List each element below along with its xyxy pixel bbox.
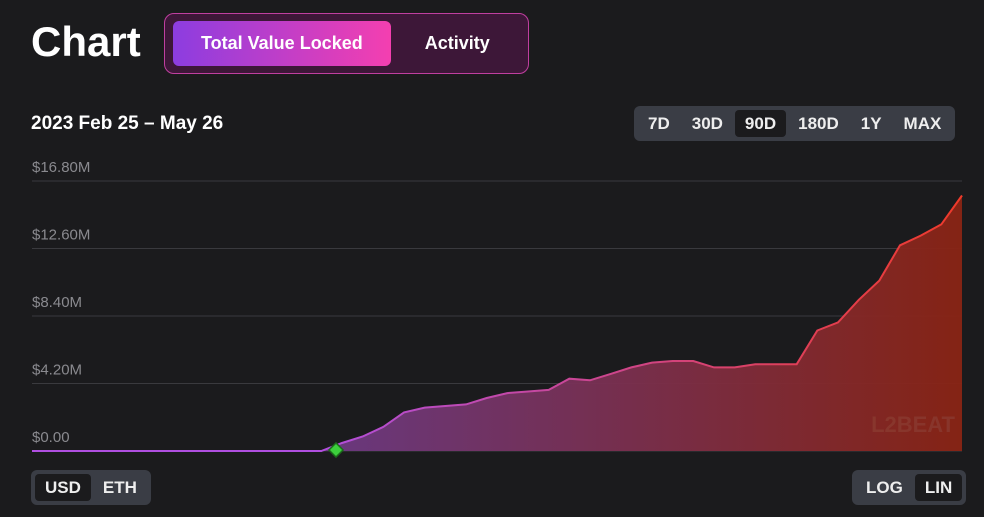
scale-group: LOG LIN xyxy=(852,470,967,505)
chart: $0.00 $4.20M $8.40M $12.60M $16.80M L2BEAT xyxy=(32,159,963,459)
range-button[interactable]: 7D xyxy=(648,113,670,133)
y-tick-label: $0.00 xyxy=(32,429,70,446)
area xyxy=(32,195,962,451)
y-tick-label: $4.20M xyxy=(32,362,82,379)
scale-button[interactable]: LOG xyxy=(866,477,903,497)
range-button[interactable]: 90D xyxy=(734,110,787,137)
range-button[interactable]: 180D xyxy=(798,113,839,133)
currency-button[interactable]: ETH xyxy=(102,477,137,497)
line xyxy=(32,194,963,452)
range-button[interactable]: 30D xyxy=(691,113,723,133)
range-button[interactable]: 1Y xyxy=(860,113,882,133)
tab[interactable]: Activity xyxy=(424,33,490,53)
page-title: Chart xyxy=(31,18,141,65)
y-tick-label: $8.40M xyxy=(32,294,82,311)
range-group: 7D 30D 90D 180D 1Y MAX xyxy=(634,106,956,141)
currency-group: USD ETH xyxy=(31,470,151,505)
tab[interactable]: Total Value Locked xyxy=(173,21,391,66)
currency-button[interactable]: USD xyxy=(35,474,91,501)
tab-group: Total Value Locked Activity xyxy=(164,13,529,74)
y-tick-label: $16.80M xyxy=(32,159,90,176)
y-tick-label: $12.60M xyxy=(32,227,90,244)
start-marker xyxy=(327,441,345,459)
watermark: L2BEAT xyxy=(871,412,955,437)
date-range: 2023 Feb 25 – May 26 xyxy=(31,113,224,134)
range-button[interactable]: MAX xyxy=(903,113,942,133)
scale-button[interactable]: LIN xyxy=(914,474,963,501)
